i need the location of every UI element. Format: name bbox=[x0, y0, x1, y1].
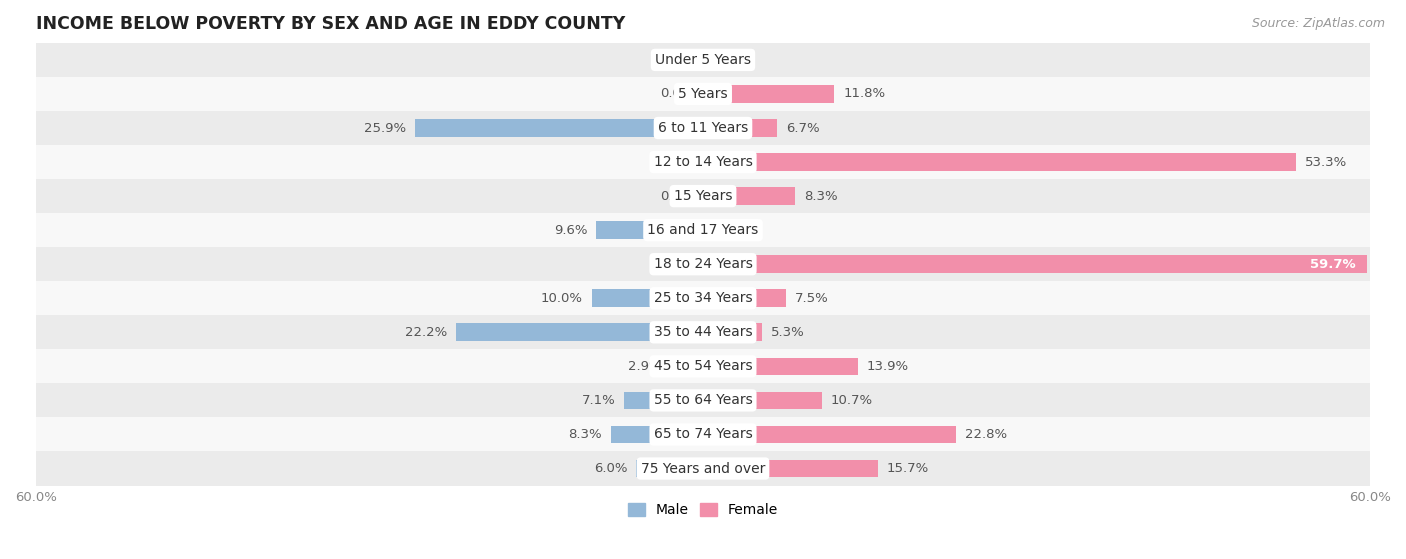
Bar bbox=[37, 383, 1369, 418]
Text: 11.8%: 11.8% bbox=[844, 87, 886, 101]
Text: 18 to 24 Years: 18 to 24 Years bbox=[654, 257, 752, 271]
Text: 22.8%: 22.8% bbox=[966, 428, 1008, 441]
Text: 55 to 64 Years: 55 to 64 Years bbox=[654, 394, 752, 408]
Text: 8.3%: 8.3% bbox=[804, 190, 838, 202]
Text: 5 Years: 5 Years bbox=[678, 87, 728, 101]
Bar bbox=[37, 349, 1369, 383]
Bar bbox=[703, 255, 1367, 273]
Text: 0.0%: 0.0% bbox=[711, 224, 745, 236]
Text: 9.6%: 9.6% bbox=[554, 224, 588, 236]
Text: 5.3%: 5.3% bbox=[770, 326, 804, 339]
Bar bbox=[37, 111, 1369, 145]
Text: 25.9%: 25.9% bbox=[364, 121, 406, 135]
Bar bbox=[37, 213, 1369, 247]
Text: 22.2%: 22.2% bbox=[405, 326, 447, 339]
Bar bbox=[637, 459, 703, 477]
Text: 75 Years and over: 75 Years and over bbox=[641, 462, 765, 476]
Text: 59.7%: 59.7% bbox=[1310, 258, 1355, 271]
Bar bbox=[703, 358, 858, 375]
Bar bbox=[703, 324, 762, 341]
Text: Under 5 Years: Under 5 Years bbox=[655, 53, 751, 67]
Text: Source: ZipAtlas.com: Source: ZipAtlas.com bbox=[1251, 17, 1385, 30]
Bar bbox=[37, 281, 1369, 315]
Bar bbox=[592, 290, 703, 307]
Bar bbox=[703, 85, 834, 103]
Text: 0.0%: 0.0% bbox=[661, 258, 695, 271]
Text: 10.0%: 10.0% bbox=[541, 292, 583, 305]
Bar bbox=[37, 418, 1369, 452]
Bar bbox=[703, 290, 786, 307]
Bar bbox=[37, 145, 1369, 179]
Text: 12 to 14 Years: 12 to 14 Years bbox=[654, 155, 752, 169]
Bar bbox=[415, 119, 703, 137]
Text: 6.0%: 6.0% bbox=[593, 462, 627, 475]
Text: INCOME BELOW POVERTY BY SEX AND AGE IN EDDY COUNTY: INCOME BELOW POVERTY BY SEX AND AGE IN E… bbox=[37, 15, 626, 33]
Text: 15 Years: 15 Years bbox=[673, 189, 733, 203]
Bar bbox=[703, 425, 956, 443]
Text: 0.0%: 0.0% bbox=[711, 54, 745, 67]
Text: 0.0%: 0.0% bbox=[661, 87, 695, 101]
Bar bbox=[703, 119, 778, 137]
Text: 7.1%: 7.1% bbox=[582, 394, 616, 407]
Legend: Male, Female: Male, Female bbox=[623, 498, 783, 523]
Bar bbox=[671, 358, 703, 375]
Text: 8.3%: 8.3% bbox=[568, 428, 602, 441]
Bar bbox=[610, 425, 703, 443]
Text: 6 to 11 Years: 6 to 11 Years bbox=[658, 121, 748, 135]
Text: 35 to 44 Years: 35 to 44 Years bbox=[654, 325, 752, 339]
Bar bbox=[37, 43, 1369, 77]
Bar bbox=[596, 221, 703, 239]
Text: 25 to 34 Years: 25 to 34 Years bbox=[654, 291, 752, 305]
Bar bbox=[37, 179, 1369, 213]
Text: 65 to 74 Years: 65 to 74 Years bbox=[654, 428, 752, 442]
Text: 16 and 17 Years: 16 and 17 Years bbox=[647, 223, 759, 237]
Text: 0.0%: 0.0% bbox=[661, 155, 695, 169]
Text: 53.3%: 53.3% bbox=[1305, 155, 1347, 169]
Text: 6.7%: 6.7% bbox=[786, 121, 820, 135]
Bar bbox=[703, 187, 796, 205]
Bar bbox=[703, 391, 823, 409]
Bar bbox=[624, 391, 703, 409]
Bar bbox=[37, 315, 1369, 349]
Bar bbox=[37, 452, 1369, 486]
Bar bbox=[703, 153, 1295, 171]
Text: 13.9%: 13.9% bbox=[866, 360, 908, 373]
Bar bbox=[37, 77, 1369, 111]
Text: 2.9%: 2.9% bbox=[628, 360, 662, 373]
Bar bbox=[456, 324, 703, 341]
Bar bbox=[703, 459, 877, 477]
Text: 7.5%: 7.5% bbox=[796, 292, 830, 305]
Bar bbox=[37, 247, 1369, 281]
Text: 0.0%: 0.0% bbox=[661, 190, 695, 202]
Text: 45 to 54 Years: 45 to 54 Years bbox=[654, 359, 752, 373]
Text: 10.7%: 10.7% bbox=[831, 394, 873, 407]
Text: 15.7%: 15.7% bbox=[886, 462, 929, 475]
Text: 0.0%: 0.0% bbox=[661, 54, 695, 67]
